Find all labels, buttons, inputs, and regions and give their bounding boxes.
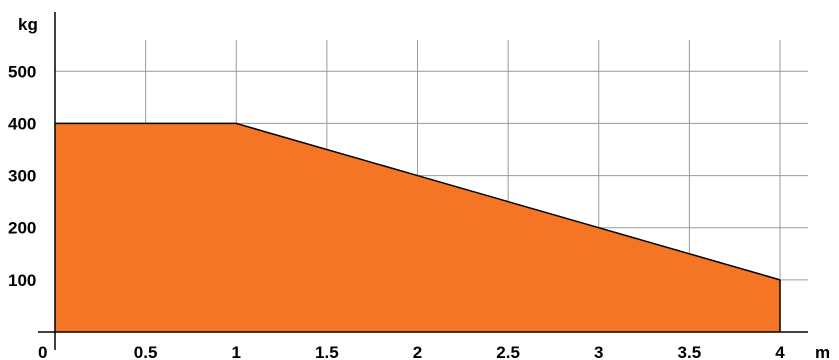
x-tick-label: 2 (413, 343, 422, 360)
x-tick-label: 0.5 (134, 343, 158, 360)
y-tick-label: 400 (8, 114, 36, 133)
x-tick-labels: 0.5 1 1.5 2 2.5 3 3.5 4 (134, 343, 785, 360)
x-tick-label: 1 (232, 343, 241, 360)
load-area (54, 122, 781, 332)
x-axis-label: m (815, 343, 830, 360)
load-area-fill (55, 123, 780, 332)
axes (38, 12, 808, 350)
x-tick-label: 1.5 (315, 343, 339, 360)
y-tick-label: 300 (8, 167, 36, 186)
y-tick-labels: 100 200 300 400 500 (8, 62, 36, 290)
y-tick-label: 100 (8, 271, 36, 290)
y-axis-label: kg (18, 15, 38, 34)
y-tick-label: 200 (8, 219, 36, 238)
x-tick-label: 4 (775, 343, 785, 360)
origin-label: 0 (38, 343, 47, 360)
x-tick-label: 2.5 (496, 343, 520, 360)
x-tick-label: 3.5 (678, 343, 702, 360)
x-tick-label: 3 (594, 343, 603, 360)
y-tick-label: 500 (8, 62, 36, 81)
